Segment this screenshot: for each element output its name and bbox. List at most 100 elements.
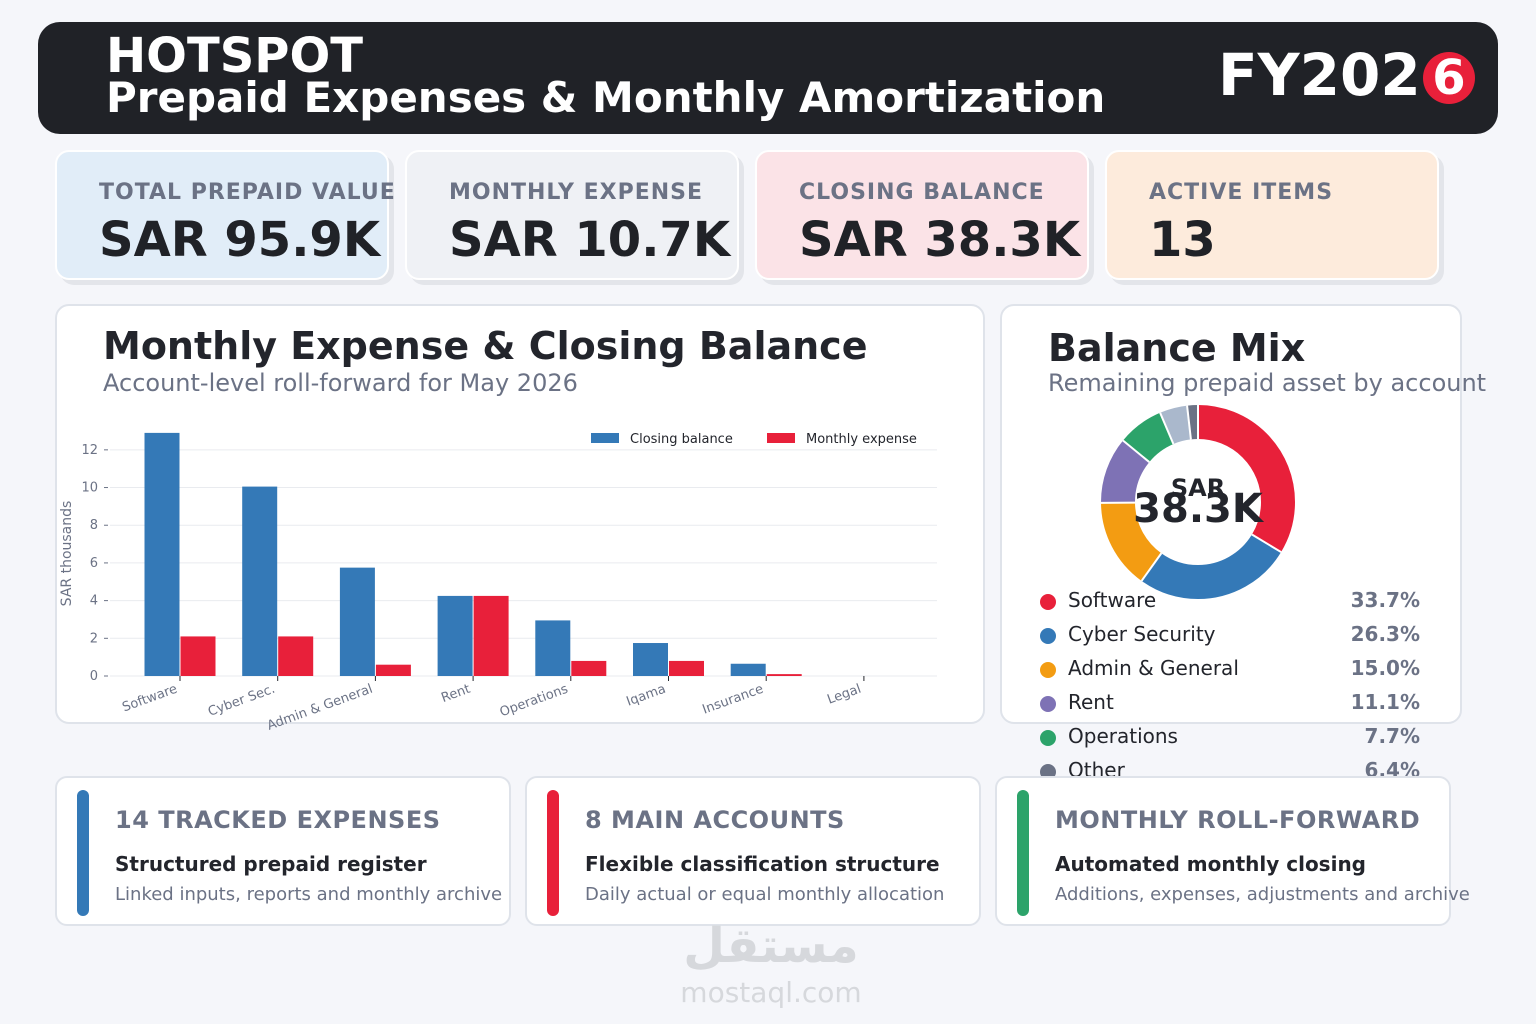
kpi-value: SAR 95.9K <box>99 212 381 268</box>
x-tick-label: Software <box>120 682 179 716</box>
legend-dot <box>1040 730 1056 746</box>
bar-closing <box>437 595 473 676</box>
legend-dot <box>1040 594 1056 610</box>
legend-percent: 11.1% <box>1350 690 1420 714</box>
y-tick-label: 10 <box>81 481 98 496</box>
bar-expense <box>278 636 314 676</box>
bar-expense <box>766 674 802 676</box>
kpi-value: SAR 38.3K <box>799 212 1081 268</box>
bar-chart-title: Monthly Expense & Closing Balance <box>103 324 868 368</box>
x-tick-label: Cyber Sec. <box>206 682 277 720</box>
kpi-label: CLOSING BALANCE <box>799 180 1045 205</box>
card-accent-bar <box>547 790 559 916</box>
legend-name: Cyber Security <box>1068 622 1216 646</box>
card-accent-bar <box>1017 790 1029 916</box>
card-description: Additions, expenses, adjustments and arc… <box>1055 884 1470 905</box>
bar-expense <box>669 660 704 676</box>
balance-mix-title: Balance Mix <box>1048 326 1306 370</box>
card-heading: Structured prepaid register <box>115 852 427 876</box>
y-tick-label: 2 <box>90 631 98 646</box>
feature-card-tracked-expenses: 14 TRACKED EXPENSES Structured prepaid r… <box>55 776 511 926</box>
fiscal-year-badge: 6 <box>1423 52 1475 104</box>
bar-closing <box>144 432 180 676</box>
donut-center-currency: SAR <box>1170 474 1226 502</box>
legend-name: Admin & General <box>1068 656 1239 680</box>
legend-dot <box>1040 662 1056 678</box>
donut-separator <box>1186 405 1192 440</box>
y-axis-label: SAR thousands <box>59 501 75 607</box>
donut-center-value: 38.3K <box>1133 486 1263 532</box>
balance-mix-panel <box>1000 304 1462 724</box>
feature-card-roll-forward: MONTHLY ROLL-FORWARD Automated monthly c… <box>995 776 1470 926</box>
legend-label: Monthly expense <box>806 432 917 447</box>
y-tick-label: 12 <box>81 443 98 458</box>
bar-chart: 0 2 4 6 8 10 12 SAR thousands Software Cyber Sec.… <box>59 432 937 734</box>
x-tick-label: Iqama <box>625 682 668 710</box>
y-tick-label: 0 <box>90 669 98 684</box>
fiscal-year: FY202 <box>1218 44 1421 106</box>
donut-chart <box>1100 405 1295 599</box>
legend-name: Software <box>1068 588 1157 612</box>
legend-dot <box>1040 696 1056 712</box>
x-tick-label: Rent <box>439 682 472 706</box>
card-title: MONTHLY ROLL-FORWARD <box>1055 806 1421 834</box>
bar-closing <box>242 486 278 676</box>
kpi-label: TOTAL PREPAID VALUE <box>99 180 396 205</box>
kpi-closing-balance: CLOSING BALANCE SAR 38.3K <box>755 150 1089 280</box>
legend-name: Rent <box>1068 690 1114 714</box>
legend-item: Software 33.7% <box>1040 586 1420 616</box>
kpi-label: MONTHLY EXPENSE <box>449 180 704 205</box>
kpi-label: ACTIVE ITEMS <box>1149 180 1334 205</box>
bar-expense <box>375 664 411 676</box>
watermark: مستقل mostaql.com <box>676 915 866 1015</box>
donut-separator <box>1122 439 1150 463</box>
bar-expense <box>473 595 509 676</box>
page-title: Prepaid Expenses & Monthly Amortization <box>106 73 1106 122</box>
legend-dot <box>1040 628 1056 644</box>
kpi-active-items: ACTIVE ITEMS 13 <box>1105 150 1439 280</box>
card-description: Linked inputs, reports and monthly archi… <box>115 884 503 905</box>
y-tick-label: 8 <box>90 518 98 533</box>
bar-closing <box>339 567 375 676</box>
legend-percent: 15.0% <box>1350 656 1420 680</box>
bar-closing <box>730 663 766 676</box>
card-description: Daily actual or equal monthly allocation <box>585 884 945 905</box>
x-tick-label: Operations <box>498 682 571 721</box>
bar-closing <box>633 643 668 676</box>
y-tick-label: 4 <box>90 594 98 609</box>
watermark-arabic: مستقل <box>683 918 859 974</box>
donut-separator <box>1140 552 1163 582</box>
legend-name: Operations <box>1068 724 1178 748</box>
header-banner: HOTSPOT Prepaid Expenses & Monthly Amort… <box>38 22 1498 134</box>
card-title: 8 MAIN ACCOUNTS <box>585 806 845 834</box>
x-tick-label: Legal <box>825 682 863 708</box>
card-accent-bar <box>77 790 89 916</box>
card-title: 14 TRACKED EXPENSES <box>115 806 441 834</box>
watermark-latin: mostaql.com <box>680 976 862 1009</box>
bar-closing <box>535 620 571 676</box>
card-heading: Automated monthly closing <box>1055 852 1366 876</box>
x-tick-label: Insurance <box>701 682 766 718</box>
feature-card-main-accounts: 8 MAIN ACCOUNTS Flexible classification … <box>525 776 981 926</box>
brand-name: HOTSPOT <box>106 28 364 84</box>
balance-mix-subtitle: Remaining prepaid asset by account <box>1048 369 1487 397</box>
legend-item: Cyber Security 26.3% <box>1040 620 1420 650</box>
legend-percent: 26.3% <box>1350 622 1420 646</box>
donut-slice <box>1101 405 1295 599</box>
kpi-value: SAR 10.7K <box>449 212 731 268</box>
legend-label: Closing balance <box>630 432 733 447</box>
legend-percent: 33.7% <box>1350 588 1420 612</box>
card-heading: Flexible classification structure <box>585 852 940 876</box>
bar-expense <box>571 660 607 676</box>
kpi-monthly-expense: MONTHLY EXPENSE SAR 10.7K <box>405 150 739 280</box>
legend-swatch <box>591 433 619 443</box>
x-tick-label: Admin & General <box>265 682 375 734</box>
fiscal-year-prefix: FY202 <box>1218 41 1421 109</box>
legend-percent: 7.7% <box>1364 724 1420 748</box>
legend-item: Rent 11.1% <box>1040 688 1420 718</box>
bar-chart-subtitle: Account-level roll-forward for May 2026 <box>103 369 578 397</box>
legend-swatch <box>767 433 795 443</box>
y-tick-label: 6 <box>90 556 98 571</box>
legend-item: Operations 7.7% <box>1040 722 1420 752</box>
donut-separator <box>1159 412 1175 445</box>
